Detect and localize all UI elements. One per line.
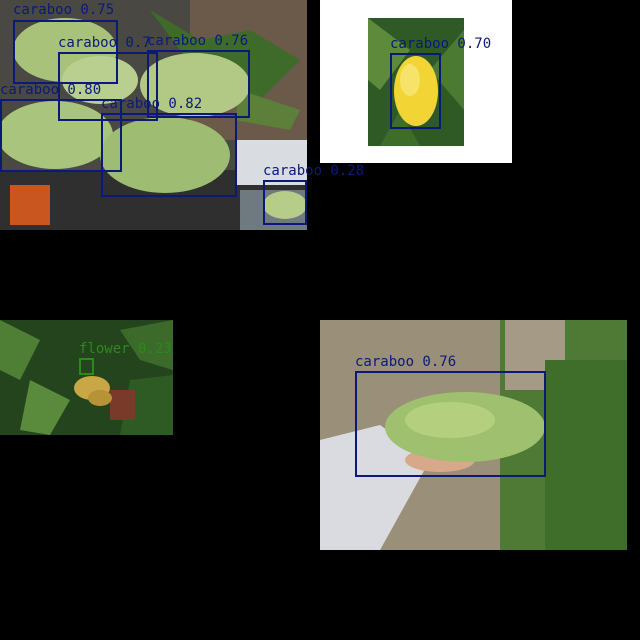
yellow-mango-photo [320,0,512,163]
detection-label: caraboo 0.28 [263,163,365,179]
detection-label: caraboo 0.76 [147,33,249,49]
detection-label: caraboo 0.80 [0,82,102,98]
detection-box-caraboo [355,371,546,477]
detection-box-caraboo [0,99,122,172]
detection-box-caraboo [147,50,250,118]
detection-label: caraboo 0.70 [390,36,492,52]
tile-yellow-mango [320,0,512,163]
detection-box-caraboo [263,180,307,225]
detection-box-caraboo [58,52,158,121]
detection-label: caraboo 0.82 [101,96,203,112]
tile-kitchen-mangoes [0,0,307,230]
detection-label: caraboo 0.75 [13,2,115,18]
tile-hand-mango [320,320,627,550]
mango-cluster-photo [0,0,307,230]
detection-box-caraboo [101,113,237,197]
detection-box-caraboo [390,53,441,129]
mango-flower-photo [0,320,173,435]
detection-label: flower 0.23 [79,341,172,357]
detection-label: caraboo 0.76 [355,354,457,370]
tile-mango-flower [0,320,173,435]
detection-label: caraboo 0.7 [58,35,151,51]
detection-box-flower [79,358,94,375]
hand-holding-mango-photo [320,320,627,550]
